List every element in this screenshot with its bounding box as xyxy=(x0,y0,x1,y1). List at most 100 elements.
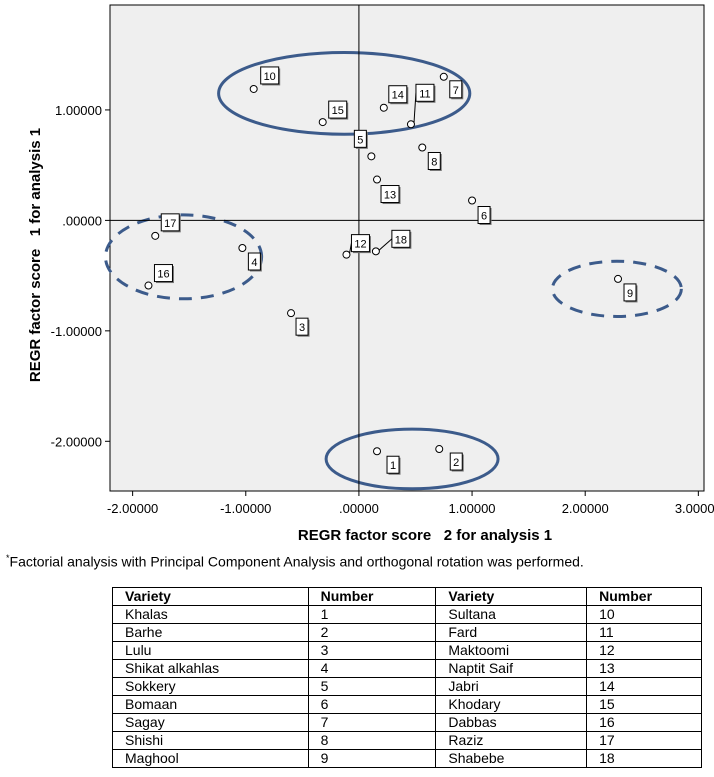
table-cell: Barhe xyxy=(112,623,309,642)
x-axis-label: REGR factor score 2 for analysis 1 xyxy=(298,527,552,544)
table-cell: Khalas xyxy=(112,605,309,624)
table-cell: 7 xyxy=(307,713,437,732)
table-row: Khalas 1 Sultana 10 xyxy=(112,605,702,624)
table-cell: 3 xyxy=(307,641,437,660)
table-cell: Maghool xyxy=(112,749,309,768)
point-label-box xyxy=(160,213,180,232)
point-label-7: 7 xyxy=(453,85,459,97)
x-tick-label: -2.00000 xyxy=(107,501,158,516)
table-cell: Shikat alkahlas xyxy=(112,659,309,678)
table-cell: Khodary xyxy=(435,695,588,714)
table-row: Sagay 7 Dabbas 16 xyxy=(112,713,702,732)
y-tick-label: .00000 xyxy=(62,213,102,228)
data-point xyxy=(287,309,296,318)
table-cell: Naptit Saif xyxy=(435,659,588,678)
point-label-box xyxy=(449,80,463,99)
point-label-3: 3 xyxy=(299,322,305,334)
point-label-8: 8 xyxy=(431,156,437,168)
data-point xyxy=(151,231,160,240)
axis-ticks: -2.00000 -1.00000.00000 1.00000 2.00000 3.00… xyxy=(51,103,714,516)
data-point xyxy=(249,84,258,93)
footnote-text: Factorial analysis with Principal Compon… xyxy=(9,553,584,570)
table-row: Shishi 8 Raziz 17 xyxy=(112,731,702,750)
point-label-1: 1 xyxy=(390,460,396,472)
table-cell: 4 xyxy=(307,659,437,678)
point-label-box xyxy=(623,283,637,302)
table-cell: Sagay xyxy=(112,713,309,732)
point-label-leader xyxy=(378,238,393,251)
table-cell: 10 xyxy=(586,605,702,624)
y-tick-label: -1.00000 xyxy=(51,324,102,339)
variety-table: Variety Number Variety Number Khalas 1 S… xyxy=(112,587,702,768)
data-point xyxy=(418,143,427,152)
point-label-box xyxy=(153,264,173,283)
table-cell: 12 xyxy=(586,641,702,660)
point-label-box xyxy=(380,185,400,204)
table-cell: Sultana xyxy=(435,605,588,624)
data-point xyxy=(379,103,388,112)
table-cell: 16 xyxy=(586,713,702,732)
point-label-box xyxy=(415,83,435,102)
y-tick-label: -2.00000 xyxy=(51,434,102,449)
point-label-box xyxy=(386,455,400,474)
point-label-box xyxy=(353,129,367,148)
group-ellipse-4 xyxy=(550,259,683,318)
group-ellipse-2 xyxy=(324,427,500,491)
point-label-4: 4 xyxy=(251,257,257,269)
table-cell: 15 xyxy=(586,695,702,714)
table-cell: 14 xyxy=(586,677,702,696)
point-label-box xyxy=(260,66,280,85)
data-point xyxy=(439,72,448,81)
table-header-row: Variety Number Variety Number xyxy=(112,587,702,606)
header-variety-1: Variety xyxy=(112,587,309,606)
table-cell: Sokkery xyxy=(112,677,309,696)
data-point xyxy=(367,152,376,161)
point-label-15: 15 xyxy=(332,105,344,117)
point-label-box xyxy=(247,252,261,271)
data-point xyxy=(238,244,247,252)
table-cell: 5 xyxy=(307,677,437,696)
data-point xyxy=(435,445,444,454)
point-label-16: 16 xyxy=(157,269,169,281)
point-label-box xyxy=(295,317,309,336)
point-label-box xyxy=(477,206,491,225)
table-cell: 11 xyxy=(586,623,702,642)
point-label-13: 13 xyxy=(384,190,396,202)
scatter-chart: -2.00000 -1.00000.00000 1.00000 2.00000 3.00… xyxy=(27,4,714,544)
table-cell: Jabri xyxy=(435,677,588,696)
table-row: Maghool 9 Shabebe 18 xyxy=(112,749,702,768)
point-label-12: 12 xyxy=(354,239,366,251)
point-label-14: 14 xyxy=(392,90,404,102)
data-point xyxy=(406,120,415,129)
table-cell: Lulu xyxy=(112,641,309,660)
point-label-18: 18 xyxy=(395,234,407,246)
x-tick-label: 1.00000 xyxy=(449,501,496,516)
table-cell: Maktoomi xyxy=(435,641,588,660)
point-label-box xyxy=(449,452,463,471)
x-tick-label: 2.00000 xyxy=(562,501,609,516)
table-cell: Bomaan xyxy=(112,695,309,714)
header-number-2: Number xyxy=(586,587,702,606)
table-row: Bomaan 6 Khodary 15 xyxy=(112,695,702,714)
data-point xyxy=(373,447,382,456)
table-row: Sokkery 5 Jabri 14 xyxy=(112,677,702,696)
table-cell: Shishi xyxy=(112,731,309,750)
table-cell: 13 xyxy=(586,659,702,678)
point-label-box xyxy=(328,100,348,119)
table-row: Barhe 2 Fard 11 xyxy=(112,623,702,642)
footnote: *Factorial analysis with Principal Compo… xyxy=(6,553,584,570)
data-point xyxy=(373,175,382,184)
y-axis-label: REGR factor score 1 for analysis 1 xyxy=(27,128,44,382)
point-label-box xyxy=(350,234,370,253)
point-label-11: 11 xyxy=(419,88,430,100)
header-variety-2: Variety xyxy=(435,587,588,606)
point-label-box xyxy=(427,151,441,170)
table-cell: 9 xyxy=(307,749,437,768)
data-point xyxy=(614,274,623,283)
y-tick-label: 1.00000 xyxy=(55,103,102,118)
point-label-10: 10 xyxy=(264,71,276,83)
x-tick-label: -1.00000 xyxy=(220,501,271,516)
table-cell: 2 xyxy=(307,623,437,642)
table-cell: 6 xyxy=(307,695,437,714)
